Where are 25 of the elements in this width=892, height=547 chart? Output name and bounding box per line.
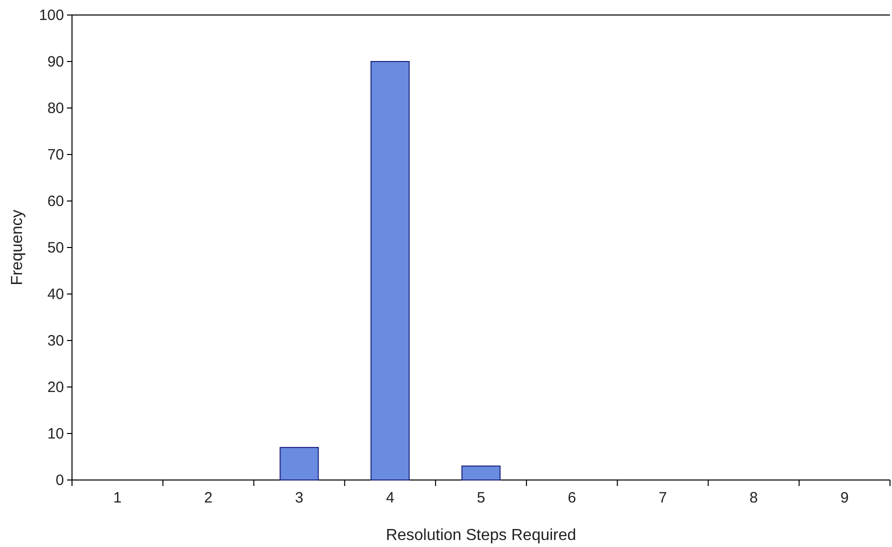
y-tick-label: 30 — [47, 332, 64, 350]
y-tick-label: 100 — [38, 6, 64, 24]
x-tick-label: 7 — [658, 490, 667, 507]
y-tick-label: 80 — [47, 100, 64, 117]
y-tick-label: 90 — [47, 53, 64, 70]
y-tick-label: 50 — [47, 239, 64, 256]
bar — [370, 61, 410, 480]
y-tick-label: 60 — [47, 192, 64, 210]
y-tick-label: 0 — [56, 472, 64, 489]
x-tick-label: 4 — [386, 490, 394, 507]
y-tick-label: 10 — [47, 425, 64, 442]
y-tick-label: 70 — [47, 146, 64, 164]
y-tick-label: 20 — [47, 378, 64, 396]
x-tick-label: 6 — [568, 490, 576, 507]
y-axis-title: Frequency — [9, 210, 26, 286]
x-tick-label: 8 — [749, 490, 758, 507]
x-tick-label: 2 — [204, 490, 213, 507]
y-tick-label: 40 — [47, 286, 64, 303]
x-tick-label: 5 — [476, 490, 486, 507]
x-axis-title: Resolution Steps Required — [386, 527, 576, 544]
x-tick-label: 3 — [295, 490, 304, 507]
x-tick-label: 9 — [840, 490, 849, 507]
x-tick-label: 1 — [113, 490, 122, 507]
bar — [461, 466, 501, 480]
bar — [280, 446, 319, 480]
